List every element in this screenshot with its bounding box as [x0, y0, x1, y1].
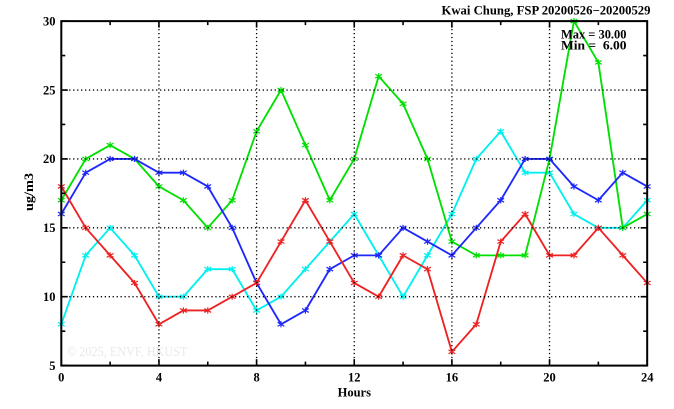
svg-text:20: 20: [543, 370, 556, 384]
svg-text:Max = 30.00: Max = 30.00: [561, 28, 627, 42]
svg-text:24: 24: [641, 370, 654, 384]
svg-text:4: 4: [156, 370, 163, 384]
svg-text:Min = 6.00: Min = 6.00: [561, 39, 627, 53]
svg-text:0: 0: [58, 370, 64, 384]
svg-text:20: 20: [43, 152, 56, 166]
svg-text:15: 15: [43, 221, 56, 235]
svg-text:Hours: Hours: [338, 386, 371, 400]
svg-text:16: 16: [446, 370, 459, 384]
svg-text:Kwai Chung, FSP 20200526−20200: Kwai Chung, FSP 20200526−20200529: [442, 3, 651, 17]
svg-text:ug/m3: ug/m3: [22, 173, 36, 211]
svg-text:25: 25: [43, 83, 56, 97]
svg-text:© 2025, ENVF, HKUST: © 2025, ENVF, HKUST: [67, 344, 188, 359]
svg-text:5: 5: [49, 359, 55, 373]
svg-text:30: 30: [43, 14, 56, 28]
svg-text:10: 10: [43, 290, 56, 304]
svg-text:8: 8: [253, 370, 259, 384]
svg-text:12: 12: [348, 370, 361, 384]
